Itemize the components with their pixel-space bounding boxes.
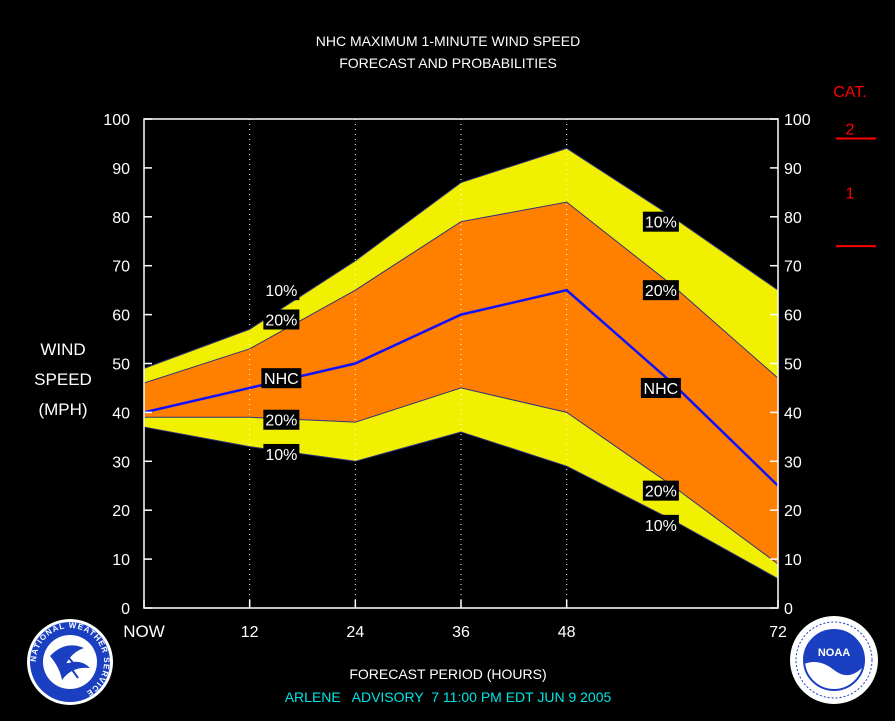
series-label-bg <box>263 280 300 301</box>
series-label-text: NHC <box>264 371 299 388</box>
series-label-3: 20% <box>263 409 300 430</box>
y-tick-label-left-0: 0 <box>121 601 130 618</box>
y-tick-label-left-90: 90 <box>112 161 130 178</box>
noaa-logo-text: NOAA <box>818 647 850 659</box>
series-label-4: 10% <box>263 443 300 464</box>
probability-bands <box>144 148 778 579</box>
y-tick-label-right-20: 20 <box>784 503 802 520</box>
y-tick-label-right-70: 70 <box>784 259 802 276</box>
y-tick-label-right-30: 30 <box>784 454 802 471</box>
y-tick-label-left-80: 80 <box>112 210 130 227</box>
series-label-8: 20% <box>642 480 679 501</box>
y-tick-label-left-40: 40 <box>112 405 130 422</box>
series-label-text: 20% <box>645 484 677 501</box>
x-tick-label-12: 12 <box>241 624 259 641</box>
series-label-text: 10% <box>265 447 297 464</box>
category-markers: 21 <box>836 122 876 248</box>
y-tick-label-left-60: 60 <box>112 308 130 325</box>
y-axis-label-line1: WIND <box>40 340 85 359</box>
series-label-6: 20% <box>642 280 679 301</box>
series-label-text: 20% <box>265 413 297 430</box>
y-tick-label-right-90: 90 <box>784 161 802 178</box>
band-20-percent <box>144 202 778 564</box>
series-label-bg <box>642 280 679 301</box>
x-tick-label-72: 72 <box>769 624 787 641</box>
series-label-0: 10% <box>263 280 300 301</box>
series-label-bg <box>263 409 300 430</box>
y-axis-label-line2: SPEED <box>34 370 92 389</box>
y-tick-label-right-40: 40 <box>784 405 802 422</box>
x-tick-label-NOW: NOW <box>123 622 165 641</box>
series-label-7: NHC <box>640 377 681 398</box>
series-label-text: 10% <box>645 215 677 232</box>
y-tick-label-right-60: 60 <box>784 308 802 325</box>
series-label-text: 10% <box>265 283 297 300</box>
y-tick-label-right-0: 0 <box>784 601 793 618</box>
series-label-bg <box>642 480 679 501</box>
nws-logo: NATIONAL WEATHER SERVICE <box>27 619 113 705</box>
series-label-bg <box>640 377 681 398</box>
y-tick-label-left-30: 30 <box>112 454 130 471</box>
x-tick-label-48: 48 <box>558 624 576 641</box>
x-tick-label-24: 24 <box>346 624 364 641</box>
y-tick-label-right-100: 100 <box>784 112 811 129</box>
series-label-9: 10% <box>642 514 679 535</box>
series-labels: 10% 20% NHC 20% 10% 10% 20% NHC 20% 10% <box>261 211 681 535</box>
advisory-line: ARLENE ADVISORY 7 11:00 PM EDT JUN 9 200… <box>285 689 612 705</box>
series-label-bg <box>263 443 300 464</box>
series-label-text: NHC <box>644 381 679 398</box>
x-tick-label-36: 36 <box>452 624 470 641</box>
y-tick-label-left-50: 50 <box>112 357 130 374</box>
series-label-2: NHC <box>261 368 302 389</box>
series-label-1: 20% <box>263 309 300 330</box>
noaa-logo: NOAA <box>790 616 878 704</box>
series-label-bg <box>642 514 679 535</box>
chart-title-line2: FORECAST AND PROBABILITIES <box>339 55 557 71</box>
y-tick-label-right-10: 10 <box>784 552 802 569</box>
series-label-bg <box>261 368 302 389</box>
series-label-5: 10% <box>642 211 679 232</box>
chart-title-line1: NHC MAXIMUM 1-MINUTE WIND SPEED <box>316 33 580 49</box>
x-ticks: NOW 12 24 36 48 72 <box>123 600 787 641</box>
y-tick-label-right-50: 50 <box>784 357 802 374</box>
category-label-2: 2 <box>846 122 855 139</box>
y-tick-label-left-20: 20 <box>112 503 130 520</box>
y-tick-label-left-100: 100 <box>103 112 130 129</box>
category-title: CAT. <box>833 84 866 101</box>
y-tick-label-right-80: 80 <box>784 210 802 227</box>
x-axis-label: FORECAST PERIOD (HOURS) <box>349 666 546 682</box>
y-tick-label-left-70: 70 <box>112 259 130 276</box>
series-label-text: 10% <box>645 518 677 535</box>
series-label-text: 20% <box>645 283 677 300</box>
y-axis-label-line3: (MPH) <box>38 400 87 419</box>
y-tick-label-left-10: 10 <box>112 552 130 569</box>
category-label-1: 1 <box>846 185 855 202</box>
series-label-text: 20% <box>265 312 297 329</box>
series-label-bg <box>263 309 300 330</box>
series-label-bg <box>642 211 679 232</box>
y-ticks: 0 0 10 10 20 20 30 30 40 40 50 50 60 60 70 70 80 80 90 90 10… <box>103 112 811 618</box>
